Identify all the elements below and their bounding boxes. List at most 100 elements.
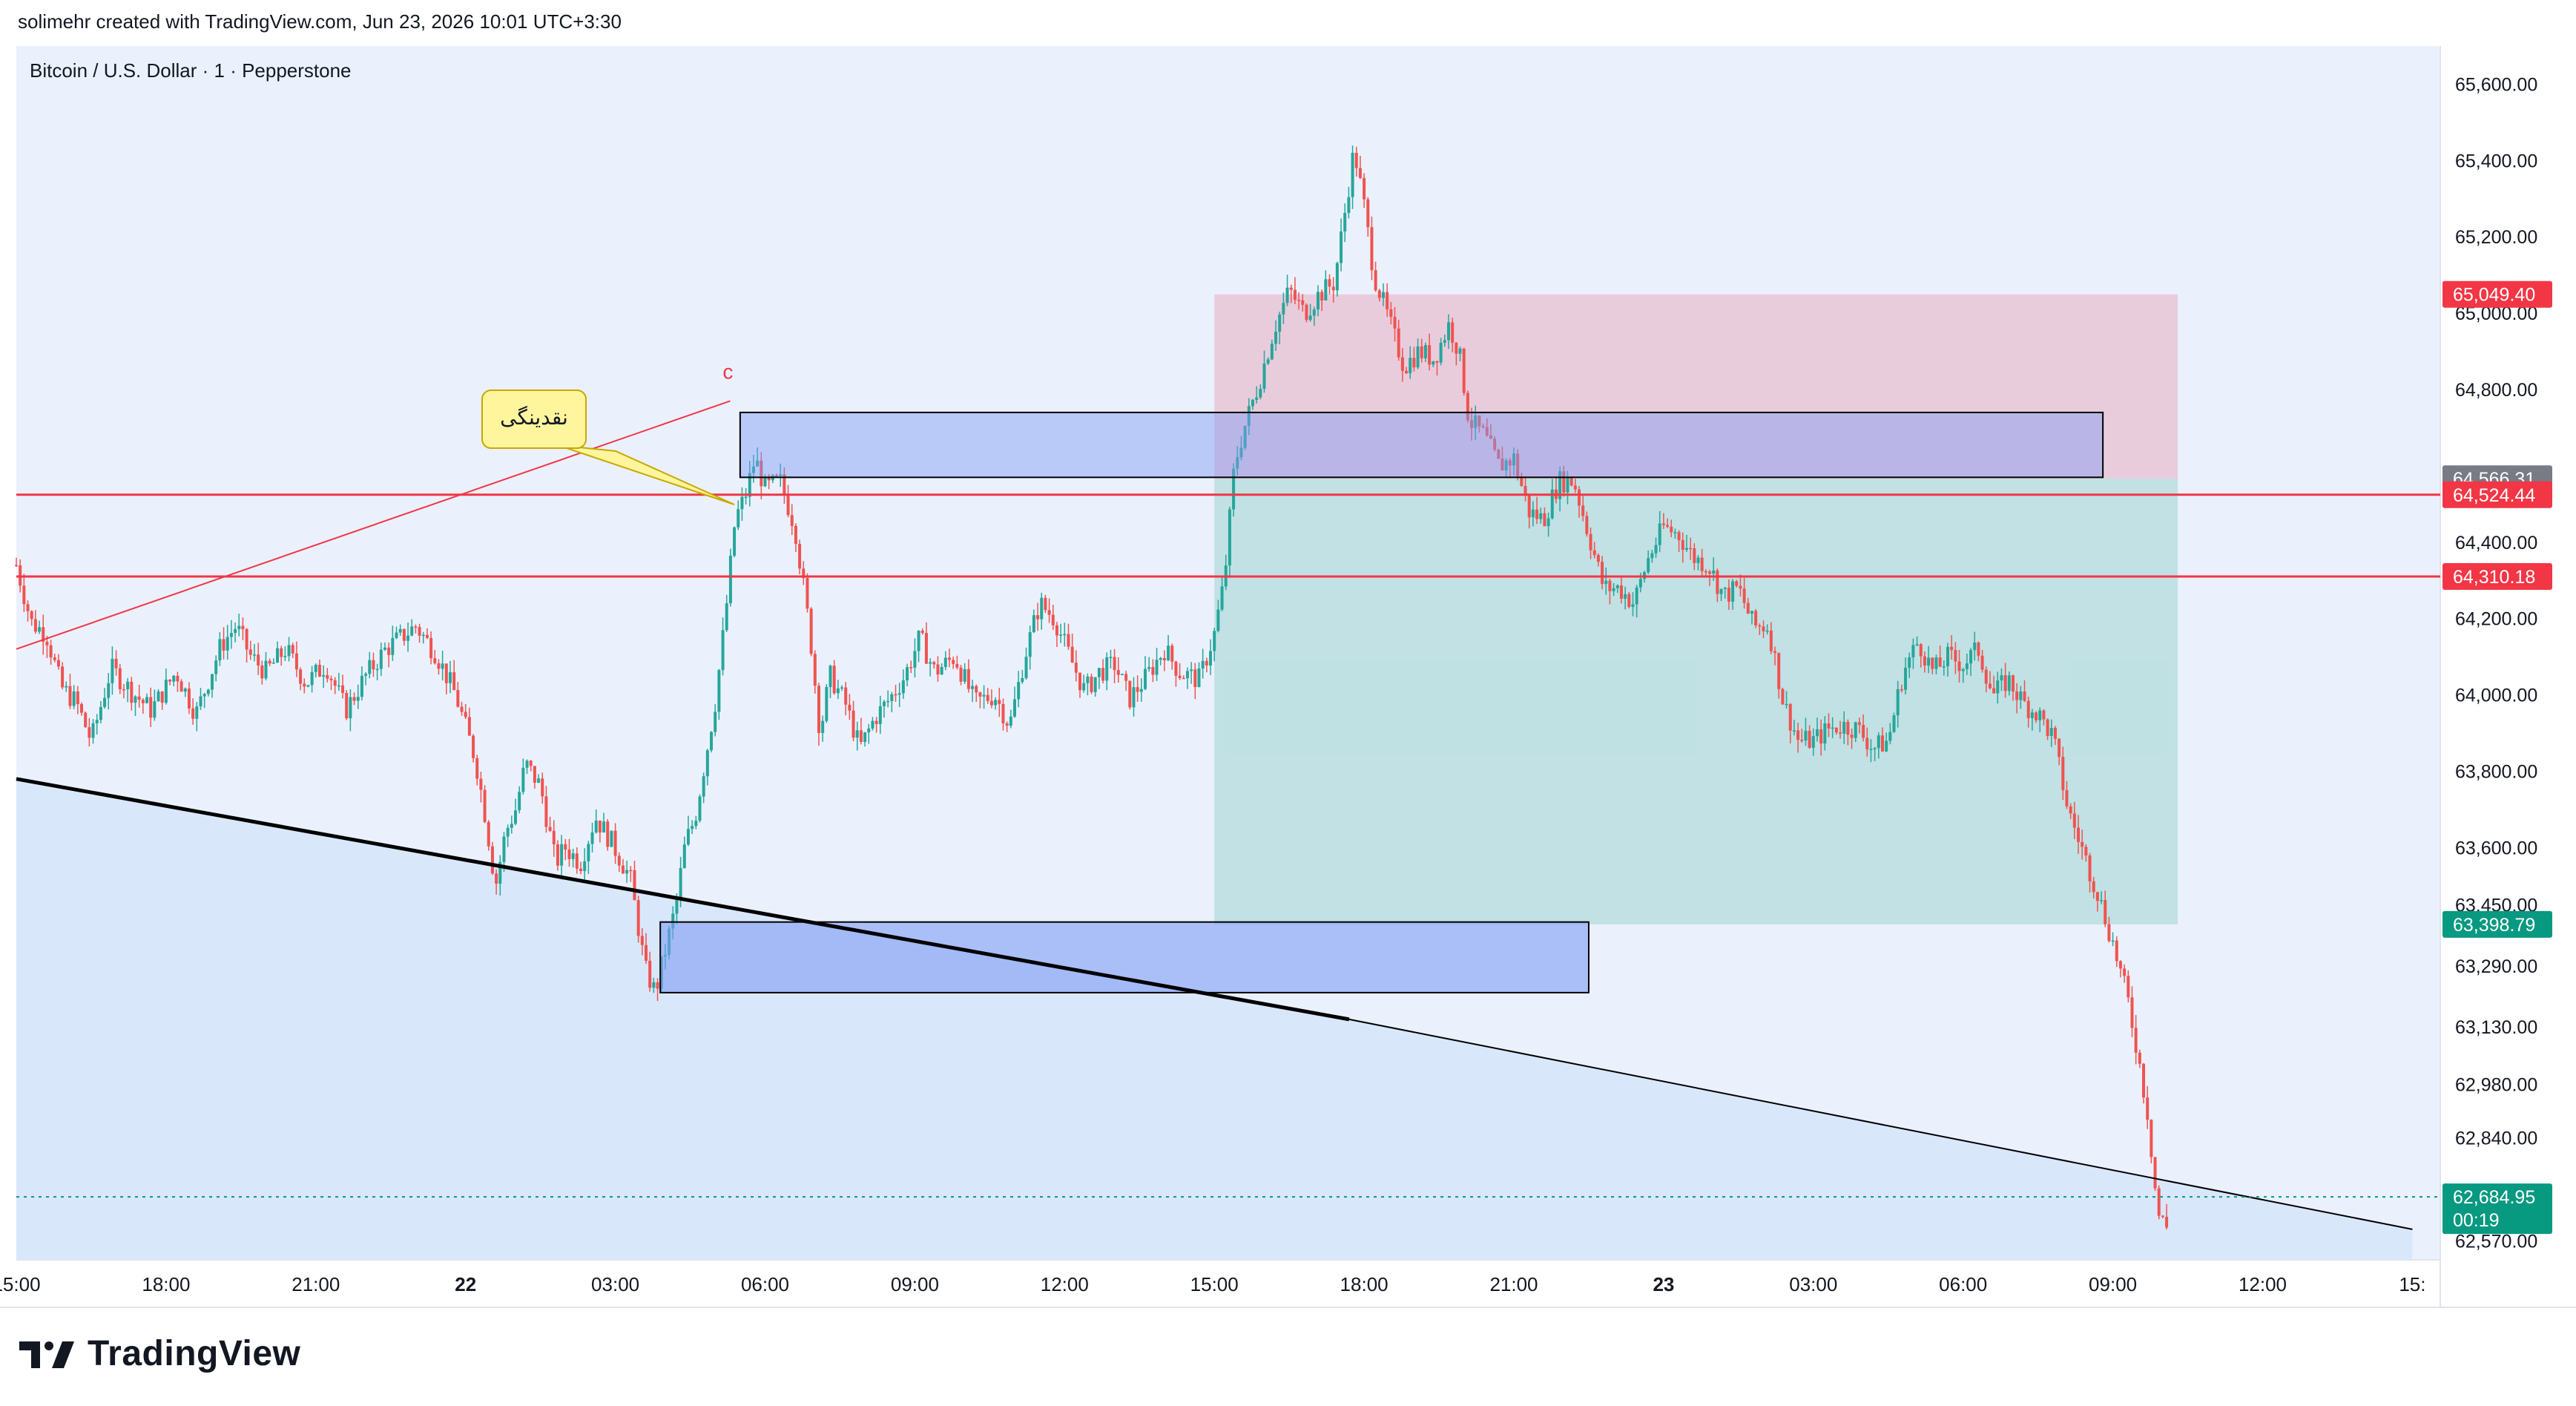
candle — [1144, 656, 1147, 691]
candle-body — [1331, 286, 1335, 291]
candle-body — [1592, 550, 1596, 556]
candle-body — [975, 686, 978, 693]
candle-body — [306, 685, 310, 687]
candle — [1278, 312, 1282, 344]
candle-body — [737, 509, 740, 528]
candle-body — [1209, 651, 1213, 666]
time-tick-label: 21:00 — [291, 1273, 340, 1295]
candle — [1489, 424, 1492, 439]
candle-body — [1082, 683, 1086, 691]
candle-body — [1831, 727, 1834, 729]
candle-body — [924, 633, 928, 664]
price-scale-background[interactable] — [2440, 46, 2563, 1307]
candle — [1328, 274, 1331, 295]
candle — [2077, 815, 2081, 854]
candle — [364, 671, 368, 686]
candle-body — [1647, 558, 1650, 573]
candle-body — [391, 637, 395, 655]
candle-body — [406, 635, 410, 641]
candle — [72, 685, 76, 709]
candle-body — [1232, 468, 1236, 510]
candle — [2072, 801, 2076, 839]
candle-body — [467, 717, 471, 736]
candle — [867, 723, 871, 744]
candle-body — [2084, 847, 2088, 855]
candle — [61, 662, 65, 690]
candle-body — [1174, 661, 1178, 676]
candle-body — [590, 832, 594, 844]
candle — [986, 688, 989, 704]
candle-body — [1823, 723, 1827, 744]
candle-body — [22, 585, 26, 605]
candle — [859, 717, 863, 745]
candle — [111, 646, 114, 695]
candle-body — [1631, 604, 1635, 607]
candle-body — [2081, 841, 2084, 847]
candle — [959, 664, 963, 686]
candle-body — [1796, 730, 1800, 740]
candle-body — [495, 873, 498, 884]
candle — [1946, 643, 1949, 677]
short-position-target-zone[interactable] — [1214, 479, 2178, 924]
candle-body — [1700, 557, 1704, 571]
candle — [1232, 463, 1236, 517]
candle — [1700, 548, 1704, 576]
candle — [2146, 1085, 2150, 1129]
candle — [153, 689, 157, 721]
stop-price-tag-bg — [2442, 280, 2552, 308]
candle — [1067, 623, 1070, 650]
candle — [1358, 155, 1362, 180]
candle-body — [587, 844, 590, 861]
candle-body — [130, 681, 134, 703]
candle-body — [1612, 588, 1615, 591]
liquidity-zone-upper[interactable] — [739, 411, 2104, 479]
candle — [1854, 721, 1857, 743]
candle — [652, 977, 656, 993]
candle — [1539, 507, 1543, 524]
candle-body — [1896, 689, 1900, 716]
candle — [1619, 576, 1623, 604]
candle-body — [356, 697, 360, 701]
candle-body — [1366, 199, 1370, 228]
candle-body — [433, 658, 437, 663]
candle — [1351, 145, 1354, 209]
trendline-black-extension[interactable] — [1348, 1018, 2413, 1230]
time-axis-ticks: 15:00 18:00 21:00 22 03:00 06:00 09:00 12:00 15:… — [0, 1273, 2425, 1295]
short-position-stop-zone[interactable] — [1214, 294, 2178, 479]
candle — [1201, 648, 1205, 679]
candle — [1704, 569, 1707, 576]
candle-body — [1546, 518, 1550, 527]
candle — [2150, 1119, 2153, 1164]
candle — [1474, 405, 1478, 441]
candle-body — [2042, 710, 2046, 720]
candle — [1190, 662, 1193, 684]
candle — [721, 617, 725, 676]
trendline-red[interactable] — [16, 400, 731, 650]
candle — [1942, 660, 1946, 676]
time-tick-label: 06:00 — [741, 1273, 789, 1295]
candle-body — [813, 654, 817, 686]
candle-body — [176, 675, 179, 682]
candle-body — [1693, 548, 1696, 563]
candle — [1650, 550, 1654, 563]
candle-body — [1136, 687, 1139, 692]
candle — [1416, 338, 1420, 369]
candle — [1036, 602, 1040, 631]
candle-body — [26, 604, 30, 611]
tradingview-logo[interactable]: TradingView — [19, 1333, 300, 1374]
liquidity-callout[interactable]: نقدینگی — [481, 390, 735, 505]
candle-body — [1478, 415, 1481, 427]
candle — [1028, 625, 1032, 670]
demand-zone-lower[interactable] — [659, 921, 1590, 993]
candle — [844, 682, 848, 716]
candle-body — [1865, 738, 1869, 749]
candle — [490, 841, 494, 876]
candle — [145, 693, 149, 704]
candle-body — [1589, 533, 1592, 551]
trendline-black[interactable] — [16, 777, 1350, 1022]
candle-body — [2123, 968, 2127, 976]
candle-body — [1101, 668, 1105, 681]
candle-body — [1047, 610, 1051, 615]
candle-body — [134, 696, 137, 703]
